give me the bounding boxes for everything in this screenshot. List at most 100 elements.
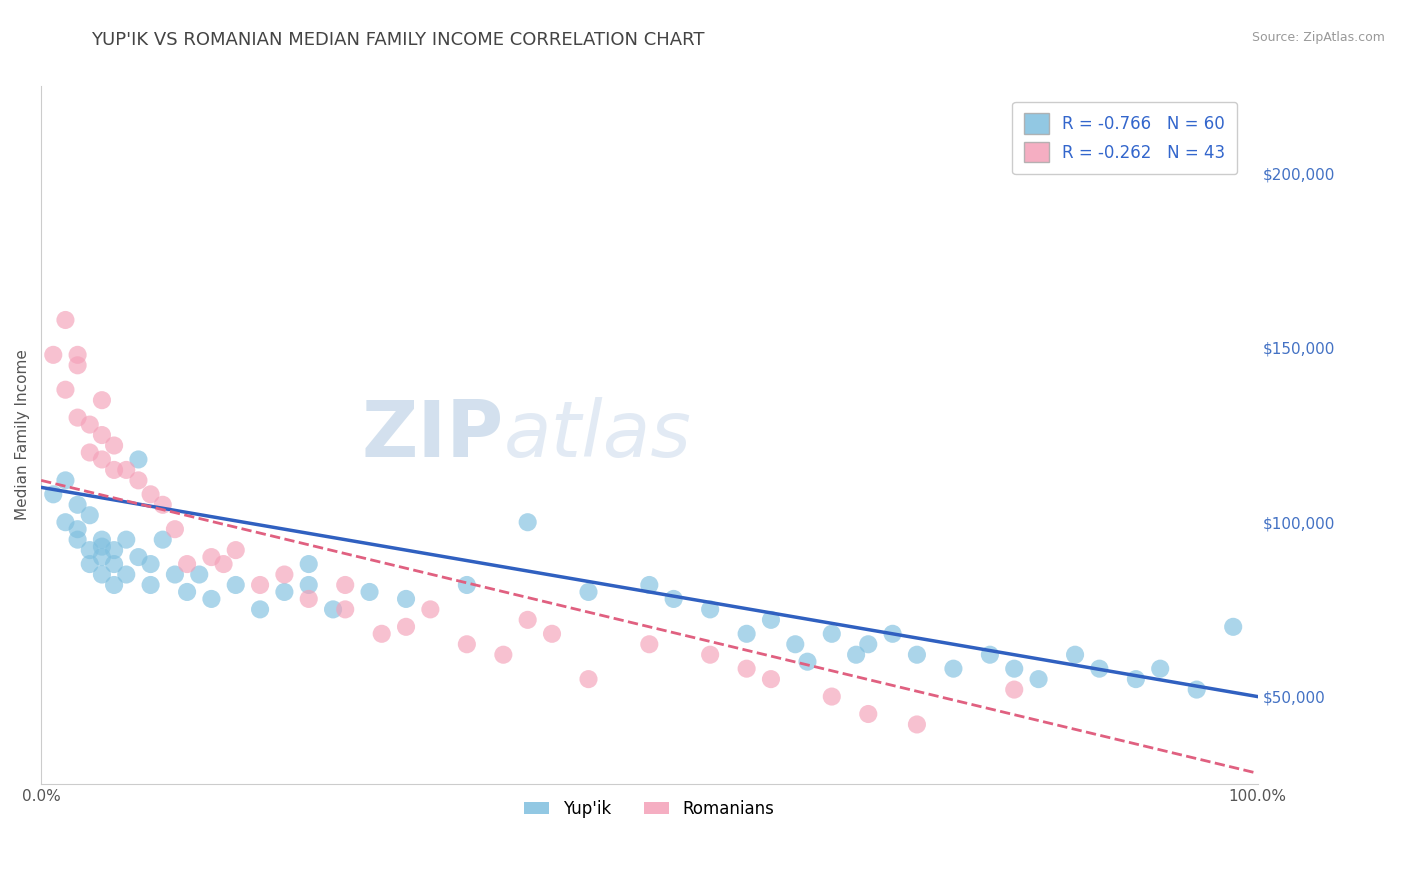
Point	[1222, 620, 1244, 634]
Point	[359, 585, 381, 599]
Point	[90, 550, 112, 565]
Point	[139, 557, 162, 571]
Point	[785, 637, 807, 651]
Point	[139, 487, 162, 501]
Point	[55, 383, 77, 397]
Point	[152, 533, 174, 547]
Point	[395, 591, 418, 606]
Point	[1088, 662, 1111, 676]
Point	[1002, 682, 1025, 697]
Point	[103, 463, 125, 477]
Point	[249, 602, 271, 616]
Point	[335, 602, 357, 616]
Point	[298, 557, 321, 571]
Point	[298, 591, 321, 606]
Point	[55, 474, 77, 488]
Point	[273, 585, 295, 599]
Point	[225, 578, 247, 592]
Y-axis label: Median Family Income: Median Family Income	[15, 350, 30, 521]
Point	[176, 557, 198, 571]
Point	[882, 627, 904, 641]
Point	[127, 474, 149, 488]
Point	[858, 637, 880, 651]
Point	[66, 348, 89, 362]
Point	[55, 313, 77, 327]
Point	[90, 567, 112, 582]
Point	[127, 550, 149, 565]
Point	[79, 508, 101, 523]
Point	[79, 445, 101, 459]
Point	[79, 543, 101, 558]
Point	[152, 498, 174, 512]
Point	[188, 567, 211, 582]
Point	[759, 672, 782, 686]
Point	[335, 578, 357, 592]
Point	[176, 585, 198, 599]
Point	[139, 578, 162, 592]
Point	[942, 662, 965, 676]
Point	[662, 591, 685, 606]
Point	[759, 613, 782, 627]
Text: Source: ZipAtlas.com: Source: ZipAtlas.com	[1251, 31, 1385, 45]
Point	[212, 557, 235, 571]
Point	[322, 602, 344, 616]
Legend: Yup'ik, Romanians: Yup'ik, Romanians	[517, 793, 782, 824]
Point	[163, 522, 186, 536]
Point	[821, 627, 844, 641]
Point	[456, 578, 478, 592]
Point	[578, 672, 600, 686]
Point	[66, 522, 89, 536]
Point	[127, 452, 149, 467]
Point	[1149, 662, 1171, 676]
Point	[796, 655, 818, 669]
Point	[370, 627, 392, 641]
Point	[578, 585, 600, 599]
Point	[821, 690, 844, 704]
Point	[90, 428, 112, 442]
Point	[115, 463, 138, 477]
Point	[905, 648, 928, 662]
Text: YUP'IK VS ROMANIAN MEDIAN FAMILY INCOME CORRELATION CHART: YUP'IK VS ROMANIAN MEDIAN FAMILY INCOME …	[91, 31, 704, 49]
Point	[90, 452, 112, 467]
Point	[66, 533, 89, 547]
Point	[298, 578, 321, 592]
Point	[200, 550, 222, 565]
Point	[42, 487, 65, 501]
Point	[103, 557, 125, 571]
Point	[516, 613, 538, 627]
Point	[395, 620, 418, 634]
Point	[163, 567, 186, 582]
Point	[249, 578, 271, 592]
Point	[79, 557, 101, 571]
Point	[905, 717, 928, 731]
Point	[516, 515, 538, 529]
Point	[90, 393, 112, 408]
Point	[90, 533, 112, 547]
Text: ZIP: ZIP	[361, 397, 503, 473]
Point	[419, 602, 441, 616]
Point	[273, 567, 295, 582]
Point	[699, 648, 721, 662]
Point	[845, 648, 868, 662]
Point	[1002, 662, 1025, 676]
Point	[79, 417, 101, 432]
Point	[699, 602, 721, 616]
Point	[858, 706, 880, 721]
Point	[42, 348, 65, 362]
Point	[638, 637, 661, 651]
Point	[115, 533, 138, 547]
Point	[66, 359, 89, 373]
Point	[90, 540, 112, 554]
Point	[115, 567, 138, 582]
Point	[225, 543, 247, 558]
Point	[1064, 648, 1087, 662]
Point	[103, 543, 125, 558]
Point	[1125, 672, 1147, 686]
Point	[541, 627, 564, 641]
Point	[103, 578, 125, 592]
Point	[1028, 672, 1050, 686]
Point	[979, 648, 1001, 662]
Point	[66, 410, 89, 425]
Point	[55, 515, 77, 529]
Point	[456, 637, 478, 651]
